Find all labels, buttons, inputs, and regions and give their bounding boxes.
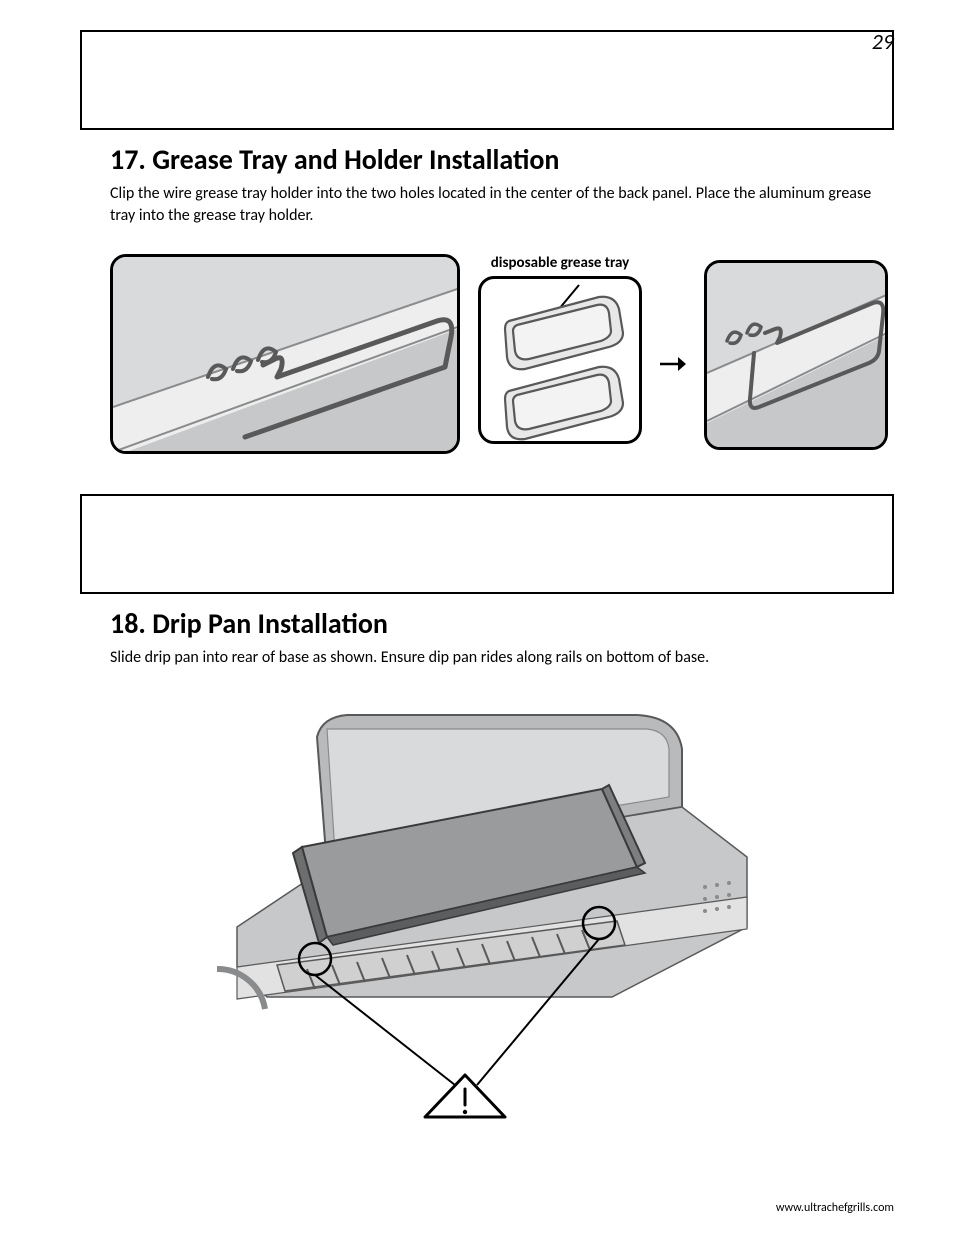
placeholder-box-mid [80, 494, 894, 594]
section-17-body: Clip the wire grease tray holder into th… [110, 183, 890, 226]
section-17-title: 17. Grease Tray and Holder Installation [110, 142, 894, 177]
tray-callout-label: disposable grease tray [478, 254, 642, 272]
warning-icon [425, 1075, 505, 1117]
panel-assembled [704, 260, 888, 450]
section-18-title: 18. Drip Pan Installation [110, 606, 894, 641]
grill-illustration [207, 697, 767, 1127]
figure-18 [80, 697, 894, 1127]
assembled-illustration [707, 263, 888, 450]
wire-holder-illustration [113, 257, 460, 454]
placeholder-box-top [80, 30, 894, 130]
panel-wire-holder [110, 254, 460, 454]
panel-disposable-tray [478, 276, 642, 444]
page-number: 29 [872, 28, 894, 55]
footer-url: www.ultrachefgrills.com [776, 1201, 894, 1215]
panel-tray-group: disposable grease tray [478, 254, 642, 444]
section-18-body: Slide drip pan into rear of base as show… [110, 647, 890, 669]
tray-illustration [481, 279, 642, 444]
arrow-right-icon [660, 354, 686, 374]
figure-row-17: disposable grease tray [110, 254, 894, 454]
grill-illustration-wrap [207, 697, 767, 1127]
